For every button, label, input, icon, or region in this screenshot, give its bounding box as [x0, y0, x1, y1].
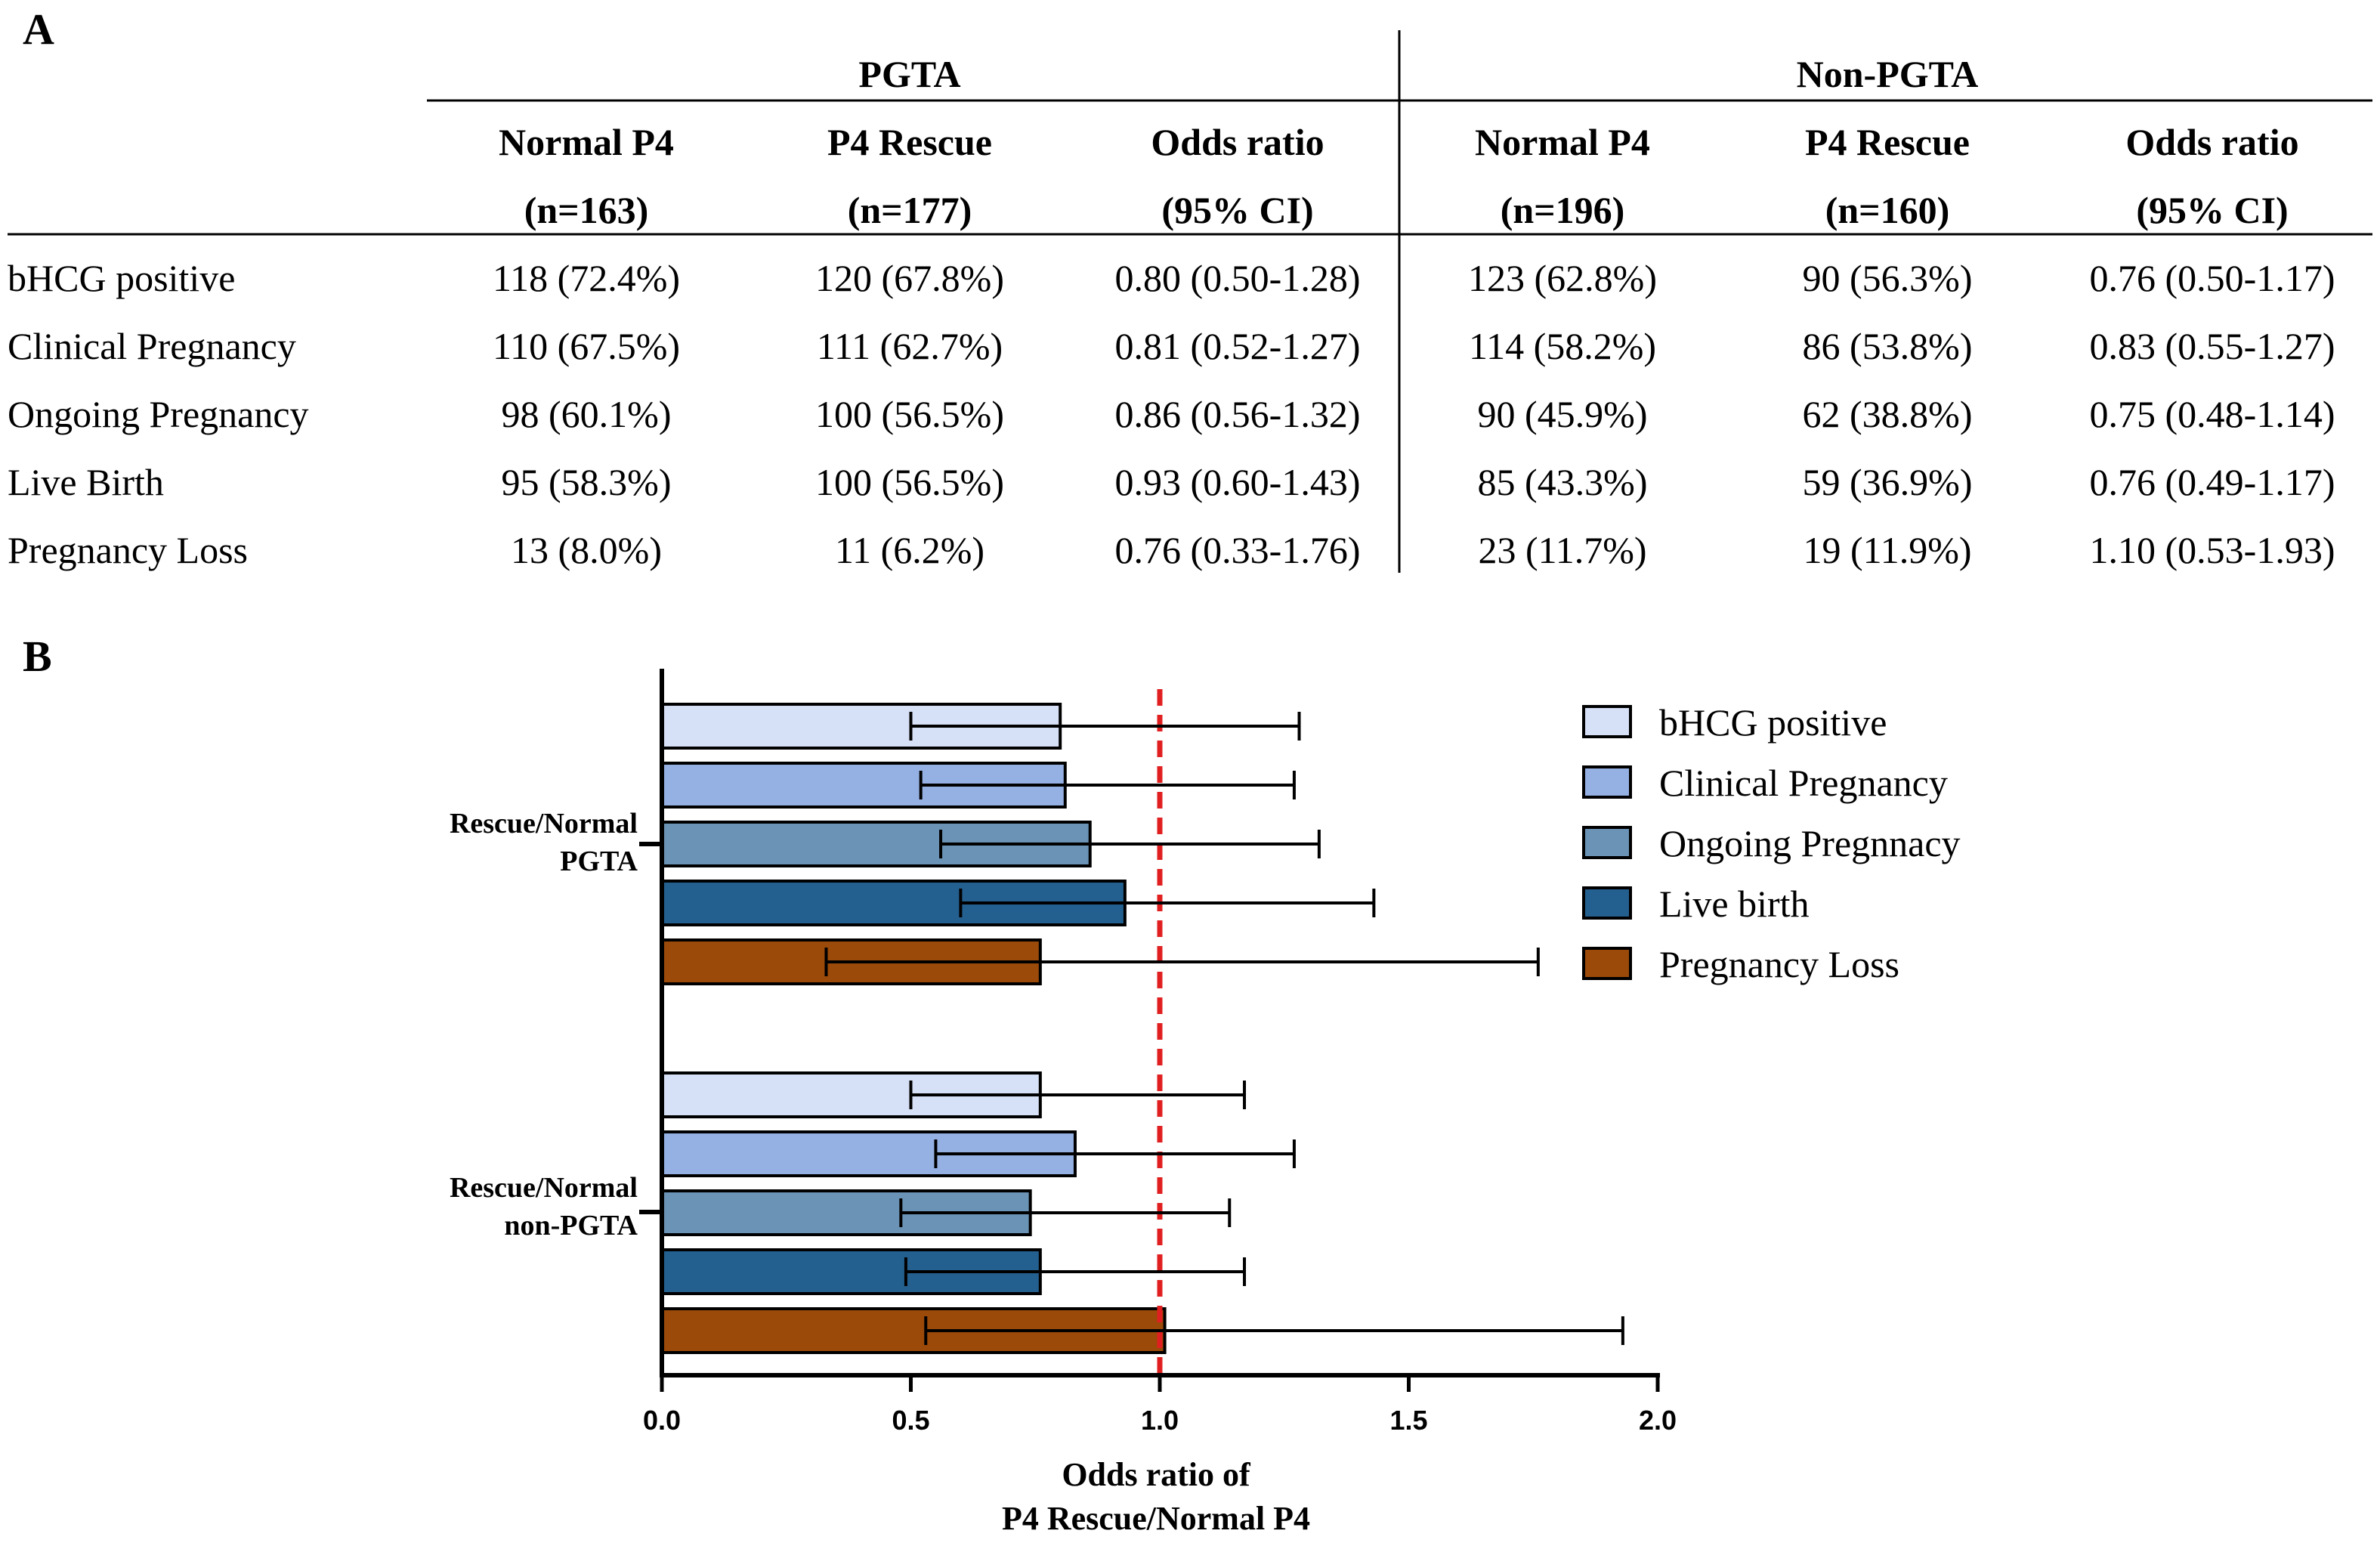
panel-a-table: A PGTA Non-PGTA Normal P4 (n=163) P4 Rescue (n… [8, 5, 2372, 573]
table-cell: 1.10 (0.53-1.93) [2090, 529, 2335, 571]
table-cell: 90 (56.3%) [1803, 257, 1973, 299]
table-cell: 110 (67.5%) [493, 325, 680, 367]
table-cell: 11 (6.2%) [835, 529, 984, 571]
legend-label: Pregnancy Loss [1659, 943, 1899, 985]
table-cell: 100 (56.5%) [815, 393, 1004, 435]
column-n: (n=160) [1825, 189, 1950, 231]
panel-a-letter: A [23, 5, 54, 54]
table-cell: 0.76 (0.50-1.17) [2090, 257, 2335, 299]
legend-label: Ongoing Pregnnacy [1659, 822, 1961, 864]
group-header: PGTA [858, 53, 960, 95]
legend-swatch [1582, 705, 1632, 738]
legend-swatch [1582, 886, 1632, 920]
row-label: bHCG positive [8, 257, 235, 299]
x-axis-label: P4 Rescue/Normal P4 [1002, 1500, 1310, 1537]
table-cell: 0.80 (0.50-1.28) [1115, 257, 1361, 299]
table-cell: 118 (72.4%) [493, 257, 680, 299]
x-tick-label: 1.0 [1141, 1405, 1179, 1436]
column-header: P4 Rescue [1805, 121, 1970, 163]
legend-label: Clinical Pregnancy [1659, 762, 1948, 804]
column-n: (n=163) [524, 189, 649, 231]
x-tick-label: 1.5 [1389, 1405, 1427, 1436]
legend-swatch [1582, 765, 1632, 799]
table-cell: 120 (67.8%) [815, 257, 1004, 299]
legend-swatch [1582, 947, 1632, 980]
table-cell: 114 (58.2%) [1469, 325, 1656, 367]
table-cell: 95 (58.3%) [502, 461, 672, 503]
legend-swatch [1582, 826, 1632, 859]
row-label: Ongoing Pregnancy [8, 393, 309, 435]
row-label: Live Birth [8, 461, 164, 503]
row-label: Pregnancy Loss [8, 529, 248, 571]
y-group-label: non-PGTA [504, 1210, 638, 1241]
table-cell: 98 (60.1%) [502, 393, 672, 435]
column-header: Odds ratio [2125, 121, 2298, 163]
x-tick-label: 0.5 [892, 1405, 929, 1436]
group-header: Non-PGTA [1797, 53, 1979, 95]
x-axis-label: Odds ratio of [1062, 1456, 1251, 1493]
row-label: Clinical Pregnancy [8, 325, 296, 367]
column-n: (95% CI) [2136, 189, 2288, 231]
column-n: (95% CI) [1161, 189, 1313, 231]
table-cell: 0.76 (0.33-1.76) [1115, 529, 1361, 571]
x-tick-label: 0.0 [643, 1405, 681, 1436]
y-group-label: PGTA [560, 846, 638, 877]
y-group-label: Rescue/Normal [450, 1172, 638, 1204]
column-header: P4 Rescue [827, 121, 992, 163]
table-cell: 59 (36.9%) [1803, 461, 1973, 503]
table-cell: 0.81 (0.52-1.27) [1115, 325, 1361, 367]
table-cell: 111 (62.7%) [817, 325, 1003, 367]
table-cell: 0.76 (0.49-1.17) [2090, 461, 2335, 503]
table-cell: 123 (62.8%) [1468, 257, 1657, 299]
legend-label: bHCG positive [1659, 701, 1887, 744]
table-cell: 86 (53.8%) [1803, 325, 1973, 367]
table-cell: 0.75 (0.48-1.14) [2090, 393, 2335, 435]
y-group-label: Rescue/Normal [450, 808, 638, 839]
column-n: (n=196) [1501, 189, 1625, 231]
table-cell: 0.86 (0.56-1.32) [1115, 393, 1361, 435]
table-cell: 13 (8.0%) [511, 529, 662, 571]
column-header: Normal P4 [499, 121, 674, 163]
table-cell: 90 (45.9%) [1478, 393, 1648, 435]
table-cell: 19 (11.9%) [1803, 529, 1971, 571]
column-header: Normal P4 [1475, 121, 1650, 163]
table-cell: 85 (43.3%) [1478, 461, 1648, 503]
column-n: (n=177) [848, 189, 972, 231]
legend-label: Live birth [1659, 883, 1810, 925]
table-cell: 100 (56.5%) [815, 461, 1004, 503]
x-tick-label: 2.0 [1639, 1405, 1677, 1436]
column-header: Odds ratio [1151, 121, 1324, 163]
table-cell: 0.83 (0.55-1.27) [2090, 325, 2335, 367]
table-cell: 0.93 (0.60-1.43) [1115, 461, 1361, 503]
table-cell: 23 (11.7%) [1478, 529, 1646, 571]
table-cell: 62 (38.8%) [1803, 393, 1973, 435]
panel-b-letter: B [23, 632, 52, 681]
